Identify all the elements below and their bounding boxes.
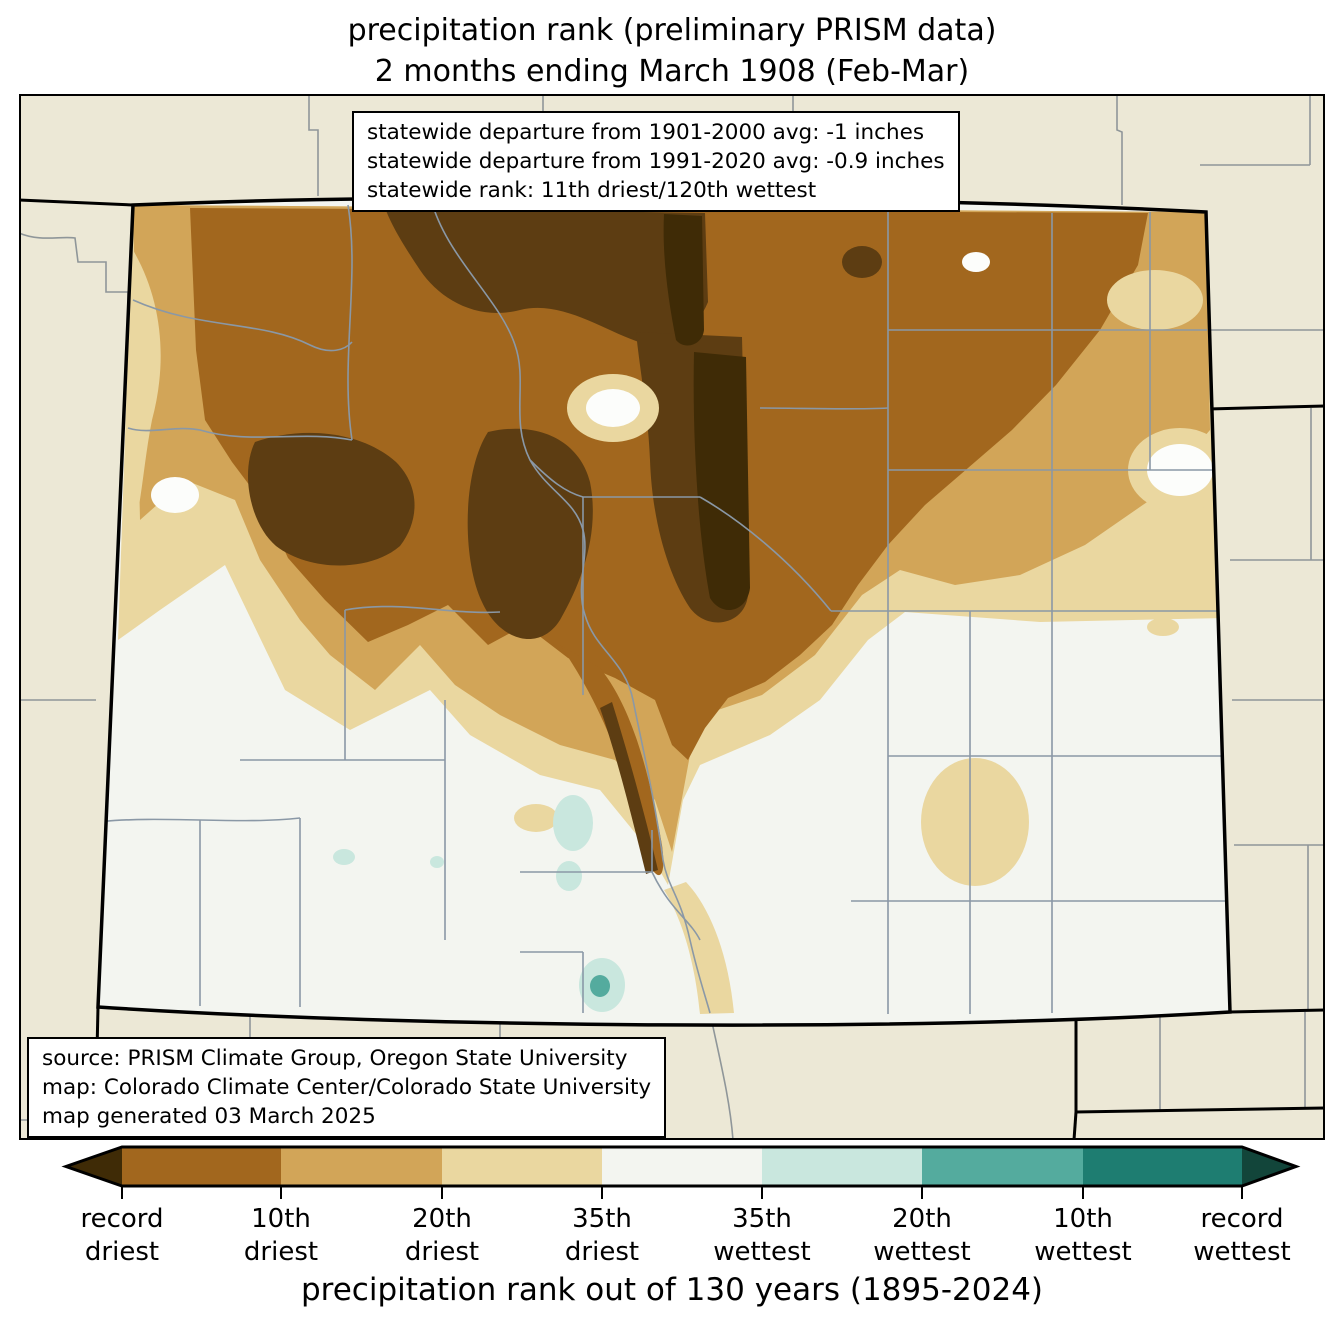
map-title: precipitation rank (preliminary PRISM da… [0, 10, 1344, 92]
stats-line-3: statewide rank: 11th driest/120th wettes… [367, 178, 817, 203]
colorbar-seg-5 [762, 1147, 922, 1186]
colorbar-seg-1 [122, 1147, 281, 1186]
light-blob-se [921, 758, 1029, 886]
map-frame [19, 94, 1325, 1140]
zone-severe-dry-central [467, 428, 593, 640]
wet-spot-2 [556, 861, 582, 891]
stats-line-1: statewide departure from 1901-2000 avg: … [367, 120, 925, 145]
source-line-1: source: PRISM Climate Group, Oregon Stat… [42, 1046, 628, 1071]
map-title-line2: 2 months ending March 1908 (Feb-Mar) [374, 54, 970, 89]
colorbar-seg-2 [281, 1147, 442, 1186]
zone-record-driest-north [663, 214, 704, 346]
colorbar-left-arrow [66, 1147, 122, 1186]
colorbar-label-35th-wettest: 35th wettest [713, 1204, 811, 1267]
wet-spot-3-core [590, 975, 610, 997]
map-area [19, 94, 1325, 1140]
white-patch-north [962, 252, 990, 272]
map-caption: precipitation rank out of 130 years (189… [300, 1272, 1044, 1308]
wet-spot-5 [430, 856, 444, 868]
stats-box: statewide departure from 1901-2000 avg: … [352, 111, 960, 212]
light-patch-ne [1107, 270, 1203, 330]
colorbar-label-record-driest: record driest [80, 1204, 164, 1267]
colorbar-label-20th-driest: 20th driest [404, 1204, 480, 1267]
colorbar-label-10th-driest: 10th driest [243, 1204, 319, 1267]
zone-severe-dry-spot [842, 246, 882, 278]
colorbar-label-record-wettest: record wettest [1193, 1204, 1291, 1267]
light-blob-east [1147, 618, 1179, 636]
zone-severe-dry-north [385, 208, 708, 345]
inside-county-lines [98, 201, 1230, 1014]
wet-spot-4 [333, 849, 355, 865]
source-line-2: map: Colorado Climate Center/Colorado St… [42, 1075, 652, 1100]
colorbar-seg-7 [1083, 1147, 1242, 1186]
colorbar-ticks [121, 1186, 1243, 1199]
source-line-3: map generated 03 March 2025 [42, 1104, 376, 1129]
colorbar-label-10th-wettest: 10th wettest [1034, 1204, 1132, 1267]
wet-spot-1 [553, 795, 593, 851]
colorado-map [19, 94, 1325, 1140]
colorbar-label-20th-wettest: 20th wettest [873, 1204, 971, 1267]
colorbar-right-arrow [1242, 1147, 1296, 1186]
colorbar-seg-3 [442, 1147, 602, 1186]
zone-severe-dry-west [247, 432, 415, 566]
light-blob-south [514, 804, 558, 832]
zone-severe-dry-streak [600, 702, 658, 874]
zone-west-light [133, 250, 161, 535]
map-title-line1: precipitation rank (preliminary PRISM da… [347, 13, 997, 48]
source-box: source: PRISM Climate Group, Oregon Stat… [27, 1037, 667, 1138]
stats-line-2: statewide departure from 1991-2020 avg: … [367, 149, 945, 174]
colorbar-seg-6 [922, 1147, 1083, 1186]
white-patch-central [586, 389, 640, 427]
colorbar-outline [61, 1145, 1301, 1188]
white-patch-nw [151, 477, 199, 513]
neighbor-state-borders [19, 198, 1325, 1140]
colorbar-seg-4 [602, 1147, 762, 1186]
colorado-interior [98, 197, 1230, 1026]
colorbar-label-35th-driest: 35th driest [564, 1204, 640, 1267]
zone-record-driest-band [693, 352, 750, 611]
